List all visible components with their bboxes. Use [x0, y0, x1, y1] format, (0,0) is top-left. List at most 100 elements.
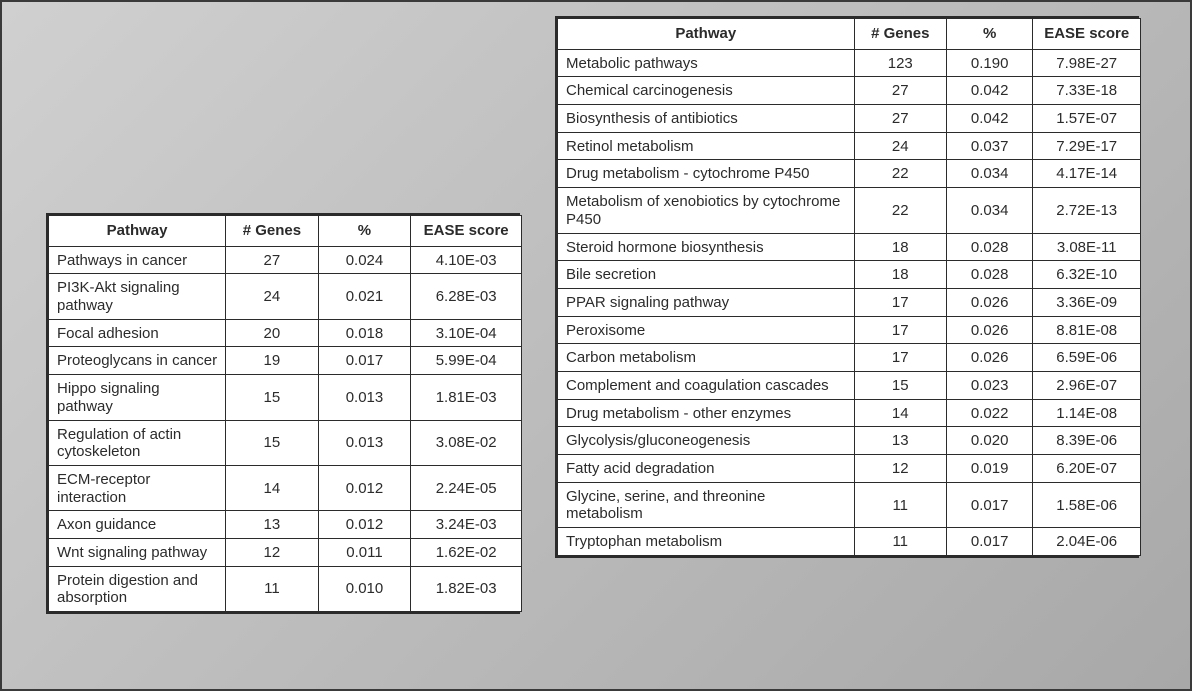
cell-pathway: Fatty acid degradation [558, 455, 855, 483]
cell-genes: 13 [226, 511, 319, 539]
cell-pathway: Hippo signaling pathway [49, 375, 226, 420]
cell-ease: 7.98E-27 [1033, 49, 1141, 77]
cell-genes: 17 [854, 316, 946, 344]
cell-ease: 6.28E-03 [411, 274, 522, 319]
cell-genes: 13 [854, 427, 946, 455]
table-row: Peroxisome170.0268.81E-08 [558, 316, 1141, 344]
cell-ease: 3.08E-11 [1033, 233, 1141, 261]
cell-pathway: Retinol metabolism [558, 132, 855, 160]
table-row: Fatty acid degradation120.0196.20E-07 [558, 455, 1141, 483]
cell-ease: 7.29E-17 [1033, 132, 1141, 160]
cell-pathway: Carbon metabolism [558, 344, 855, 372]
table-row: Wnt signaling pathway120.0111.62E-02 [49, 538, 522, 566]
cell-percent: 0.019 [946, 455, 1032, 483]
cell-percent: 0.020 [946, 427, 1032, 455]
cell-percent: 0.017 [946, 482, 1032, 527]
cell-percent: 0.028 [946, 233, 1032, 261]
table-row: Steroid hormone biosynthesis180.0283.08E… [558, 233, 1141, 261]
table-header-row: Pathway # Genes % EASE score [49, 216, 522, 247]
table-row: Chemical carcinogenesis270.0427.33E-18 [558, 77, 1141, 105]
table-row: Regulation of actin cytoskeleton150.0133… [49, 420, 522, 465]
cell-ease: 8.81E-08 [1033, 316, 1141, 344]
table-row: Biosynthesis of antibiotics270.0421.57E-… [558, 105, 1141, 133]
table-row: Hippo signaling pathway150.0131.81E-03 [49, 375, 522, 420]
cell-pathway: Drug metabolism - other enzymes [558, 399, 855, 427]
cell-genes: 19 [226, 347, 319, 375]
cell-genes: 11 [854, 482, 946, 527]
cell-ease: 1.57E-07 [1033, 105, 1141, 133]
cell-ease: 2.04E-06 [1033, 528, 1141, 556]
cell-percent: 0.023 [946, 371, 1032, 399]
cell-genes: 22 [854, 160, 946, 188]
col-header-ease: EASE score [1033, 19, 1141, 50]
cell-percent: 0.026 [946, 316, 1032, 344]
cell-genes: 24 [854, 132, 946, 160]
cell-percent: 0.022 [946, 399, 1032, 427]
right-table-container: Pathway # Genes % EASE score Metabolic p… [555, 16, 1139, 558]
cell-genes: 14 [854, 399, 946, 427]
cell-pathway: Proteoglycans in cancer [49, 347, 226, 375]
cell-genes: 18 [854, 261, 946, 289]
cell-pathway: Metabolic pathways [558, 49, 855, 77]
table-row: Carbon metabolism170.0266.59E-06 [558, 344, 1141, 372]
cell-percent: 0.011 [318, 538, 411, 566]
cell-percent: 0.028 [946, 261, 1032, 289]
cell-genes: 27 [854, 77, 946, 105]
cell-genes: 11 [226, 566, 319, 611]
table-row: Focal adhesion200.0183.10E-04 [49, 319, 522, 347]
cell-ease: 4.10E-03 [411, 246, 522, 274]
cell-percent: 0.013 [318, 420, 411, 465]
cell-genes: 15 [854, 371, 946, 399]
table-header-row: Pathway # Genes % EASE score [558, 19, 1141, 50]
cell-percent: 0.026 [946, 344, 1032, 372]
cell-ease: 3.24E-03 [411, 511, 522, 539]
table-row: Complement and coagulation cascades150.0… [558, 371, 1141, 399]
cell-genes: 15 [226, 375, 319, 420]
cell-pathway: Focal adhesion [49, 319, 226, 347]
cell-genes: 27 [226, 246, 319, 274]
cell-genes: 27 [854, 105, 946, 133]
col-header-pathway: Pathway [558, 19, 855, 50]
cell-ease: 2.72E-13 [1033, 188, 1141, 233]
right-table: Pathway # Genes % EASE score Metabolic p… [557, 18, 1141, 556]
cell-percent: 0.034 [946, 160, 1032, 188]
cell-ease: 5.99E-04 [411, 347, 522, 375]
cell-genes: 17 [854, 344, 946, 372]
cell-pathway: Peroxisome [558, 316, 855, 344]
right-table-body: Metabolic pathways1230.1907.98E-27Chemic… [558, 49, 1141, 555]
cell-ease: 3.10E-04 [411, 319, 522, 347]
cell-pathway: Glycolysis/gluconeogenesis [558, 427, 855, 455]
cell-pathway: ECM-receptor interaction [49, 465, 226, 510]
cell-percent: 0.010 [318, 566, 411, 611]
page-canvas: Pathway # Genes % EASE score Pathways in… [0, 0, 1192, 691]
cell-ease: 6.59E-06 [1033, 344, 1141, 372]
cell-pathway: PI3K-Akt signaling pathway [49, 274, 226, 319]
cell-genes: 22 [854, 188, 946, 233]
table-row: Bile secretion180.0286.32E-10 [558, 261, 1141, 289]
left-table: Pathway # Genes % EASE score Pathways in… [48, 215, 522, 612]
cell-pathway: Pathways in cancer [49, 246, 226, 274]
cell-genes: 123 [854, 49, 946, 77]
table-row: PPAR signaling pathway170.0263.36E-09 [558, 288, 1141, 316]
cell-percent: 0.021 [318, 274, 411, 319]
cell-pathway: Drug metabolism - cytochrome P450 [558, 160, 855, 188]
col-header-genes: # Genes [854, 19, 946, 50]
cell-genes: 14 [226, 465, 319, 510]
table-row: Pathways in cancer270.0244.10E-03 [49, 246, 522, 274]
cell-percent: 0.037 [946, 132, 1032, 160]
cell-pathway: Bile secretion [558, 261, 855, 289]
cell-ease: 2.96E-07 [1033, 371, 1141, 399]
cell-genes: 11 [854, 528, 946, 556]
cell-percent: 0.012 [318, 465, 411, 510]
table-row: Axon guidance130.0123.24E-03 [49, 511, 522, 539]
cell-ease: 2.24E-05 [411, 465, 522, 510]
table-row: Protein digestion and absorption110.0101… [49, 566, 522, 611]
cell-ease: 1.81E-03 [411, 375, 522, 420]
table-row: Drug metabolism - other enzymes140.0221.… [558, 399, 1141, 427]
cell-ease: 1.62E-02 [411, 538, 522, 566]
cell-pathway: Regulation of actin cytoskeleton [49, 420, 226, 465]
cell-percent: 0.190 [946, 49, 1032, 77]
cell-percent: 0.026 [946, 288, 1032, 316]
cell-pathway: Glycine, serine, and threonine metabolis… [558, 482, 855, 527]
cell-percent: 0.012 [318, 511, 411, 539]
